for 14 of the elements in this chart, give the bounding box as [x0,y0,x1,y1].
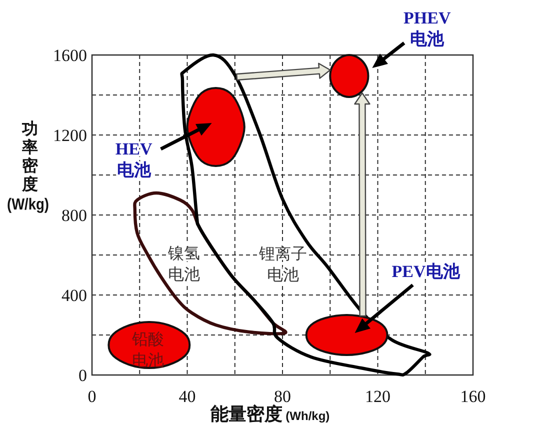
text: PHEV 电池 [404,8,452,49]
y-tick-label: 800 [62,206,87,225]
y-axis-title: 功率密度 (W/kg) [7,120,56,214]
y-tick-label: 1600 [53,46,87,65]
series-label: 铅酸电池 [131,330,164,370]
x-tick-label: 80 [274,387,291,406]
y-tick-label: 0 [78,366,87,385]
x-tick-label: 160 [460,387,486,406]
text: PEV电池 [392,262,461,282]
x-tick-label: 40 [178,387,196,406]
y-tick-label: 1200 [53,126,87,145]
x-tick-label: 120 [365,387,390,406]
x-axis-title: 能量密度 (Wh/kg) [210,404,330,424]
y-tick-label: 400 [62,286,87,305]
